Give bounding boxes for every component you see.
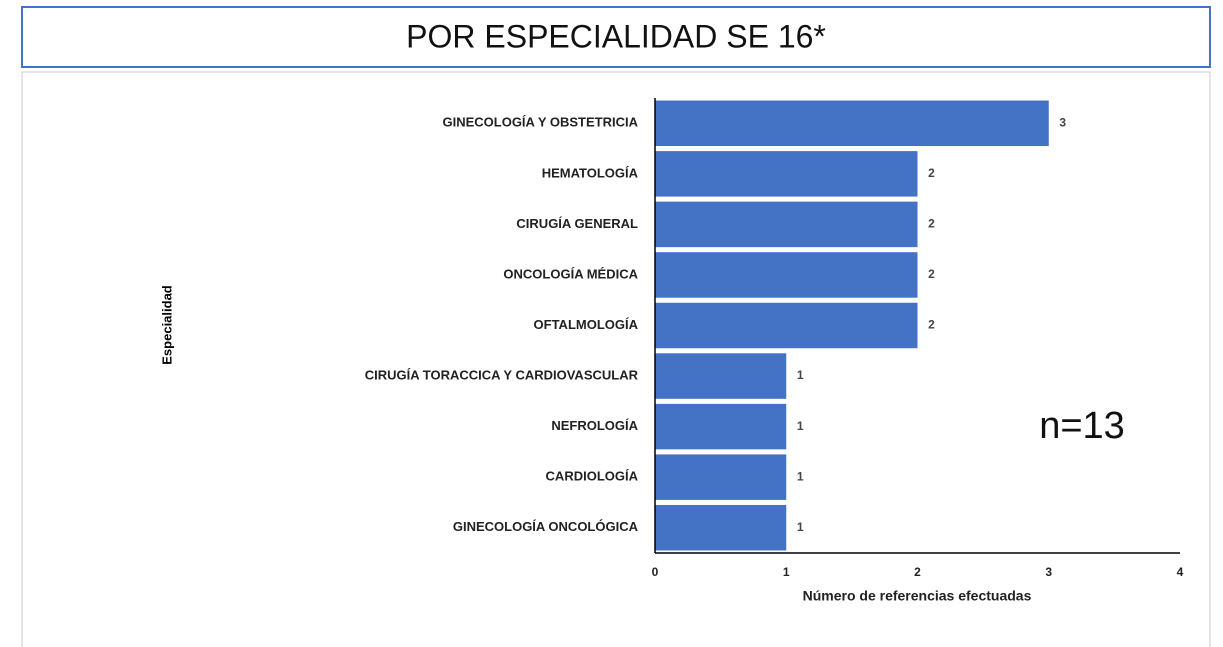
bar (655, 201, 918, 248)
y-tick-label: CIRUGÍA GENERAL (516, 216, 638, 231)
bar (655, 100, 1049, 147)
y-tick-label: GINECOLOGÍA Y OBSTETRICIA (442, 115, 638, 130)
x-tick-label: 1 (783, 565, 790, 579)
annotation: n=13 (1039, 405, 1125, 447)
value-label: 1 (797, 520, 804, 534)
bar (655, 454, 787, 500)
chart-title: POR ESPECIALIDAD SE 16* (406, 18, 826, 54)
bar (655, 353, 787, 399)
y-tick-label: CIRUGÍA TORACCICA Y CARDIOVASCULAR (365, 367, 639, 382)
x-tick-label: 3 (1045, 565, 1052, 579)
value-label: 2 (928, 217, 935, 231)
y-tick-label: HEMATOLOGÍA (542, 165, 639, 180)
x-tick-label: 4 (1177, 565, 1184, 579)
bar (655, 151, 918, 197)
y-tick-label: GINECOLOGÍA ONCOLÓGICA (453, 519, 639, 534)
chart-border (21, 71, 1211, 647)
value-label: 1 (797, 469, 804, 483)
value-label: 1 (797, 419, 804, 433)
value-label: 3 (1059, 115, 1066, 129)
x-tick-label: 0 (652, 565, 659, 579)
bar (655, 504, 787, 551)
bar (655, 302, 918, 349)
x-tick-label: 2 (914, 565, 921, 579)
y-tick-label: ONCOLOGÍA MÉDICA (503, 266, 638, 281)
y-tick-label: CARDIOLOGÍA (546, 469, 639, 484)
value-label: 2 (928, 318, 935, 332)
y-axis-label: Especialidad (159, 285, 174, 365)
y-tick-label: OFTALMOLOGÍA (534, 317, 639, 332)
bar (655, 403, 787, 450)
x-axis-label: Número de referencias efectuadas (803, 588, 1032, 604)
title-box (21, 6, 1211, 68)
y-tick-label: NEFROLOGÍA (551, 418, 638, 433)
bar (655, 252, 918, 298)
value-label: 2 (928, 166, 935, 180)
value-label: 1 (797, 368, 804, 382)
value-label: 2 (928, 267, 935, 281)
